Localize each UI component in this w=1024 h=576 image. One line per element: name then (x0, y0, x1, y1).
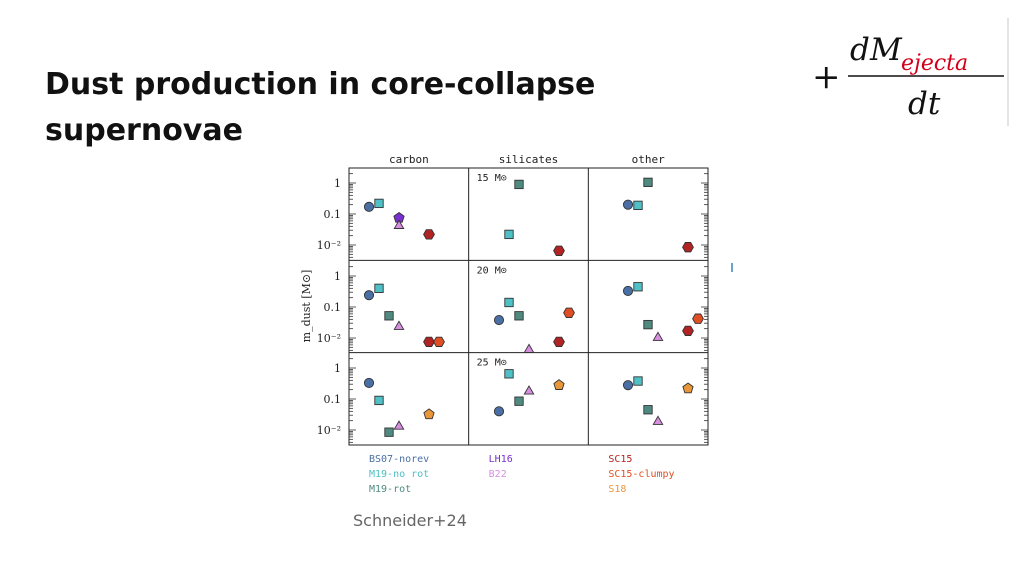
formula-plus: + (812, 57, 841, 97)
formula-numerator-m: M (869, 32, 903, 68)
legend-entry: SC15-clumpy (608, 469, 674, 480)
data-point (514, 311, 524, 321)
data-point (384, 427, 394, 437)
data-point (504, 229, 514, 240)
data-point (682, 242, 694, 253)
data-point (563, 307, 575, 318)
data-point (682, 325, 694, 336)
data-point (504, 297, 514, 308)
data-point (553, 379, 565, 390)
formula-numerator-d: d (850, 32, 870, 68)
data-point (622, 199, 634, 210)
data-point (423, 229, 435, 240)
formula-edge-divider (1007, 18, 1009, 126)
data-point (633, 376, 643, 386)
data-point (374, 283, 384, 293)
column-header-other: other (632, 153, 665, 166)
data-point (633, 200, 643, 211)
data-point (493, 406, 505, 417)
data-point (363, 201, 375, 212)
data-point (363, 290, 375, 301)
data-point (363, 377, 375, 388)
data-point (384, 311, 394, 321)
data-point (374, 198, 384, 209)
data-point (553, 336, 565, 347)
y-tick-label: 10⁻² (317, 424, 341, 437)
data-point (622, 285, 634, 296)
data-point (523, 343, 535, 353)
data-point (504, 369, 514, 379)
data-point (423, 336, 435, 347)
legend-entry: S18 (608, 484, 626, 495)
row-mass-label: 25 M⊙ (477, 358, 507, 369)
data-point (393, 420, 405, 430)
citation: Schneider+24 (353, 511, 467, 530)
data-point (393, 219, 405, 229)
y-tick-label: 1 (334, 270, 341, 283)
data-point (433, 336, 445, 347)
slide-title: Dust production in core-collapse superno… (45, 67, 596, 148)
y-axis-label: m_dust [M⊙] (300, 270, 313, 343)
data-point (393, 320, 405, 330)
data-point (493, 314, 505, 326)
column-header-silicates: silicates (499, 153, 559, 166)
y-tick-label: 1 (334, 177, 341, 190)
data-point (622, 380, 634, 391)
data-point (514, 179, 524, 190)
legend-entry: M19-rot (369, 484, 411, 495)
data-point (633, 282, 643, 292)
row-mass-label: 20 M⊙ (477, 265, 507, 276)
dm-ejecta-dt-formula: + d M ejecta dt (812, 32, 1004, 122)
data-point (374, 395, 384, 406)
legend-entry: SC15 (608, 454, 632, 465)
data-point (423, 408, 435, 420)
y-tick-label: 0.1 (324, 393, 342, 406)
data-point (643, 405, 653, 415)
data-point (692, 313, 704, 324)
y-tick-label: 0.1 (324, 208, 342, 221)
data-point (523, 385, 535, 395)
y-tick-label: 10⁻² (317, 332, 341, 345)
y-tick-label: 0.1 (324, 301, 342, 314)
data-point (643, 319, 653, 330)
data-point (652, 415, 664, 425)
data-point (652, 331, 664, 341)
y-tick-label: 10⁻² (317, 239, 341, 252)
data-point (514, 396, 524, 406)
y-tick-label: 1 (334, 362, 341, 375)
legend-entry: BS07-norev (369, 454, 429, 465)
legend-entry: B22 (489, 469, 507, 480)
data-point (682, 382, 694, 394)
legend-entry: M19-no rot (369, 469, 429, 480)
figure-frame (348, 167, 709, 446)
legend-entry: LH16 (489, 454, 513, 465)
column-header-carbon: carbon (389, 153, 429, 166)
row-mass-label: 15 M⊙ (477, 173, 507, 184)
edge-marker (731, 263, 733, 272)
data-point (553, 245, 565, 256)
formula-denominator: dt (908, 86, 941, 122)
data-point (643, 177, 653, 187)
formula-subscript: ejecta (901, 51, 968, 76)
